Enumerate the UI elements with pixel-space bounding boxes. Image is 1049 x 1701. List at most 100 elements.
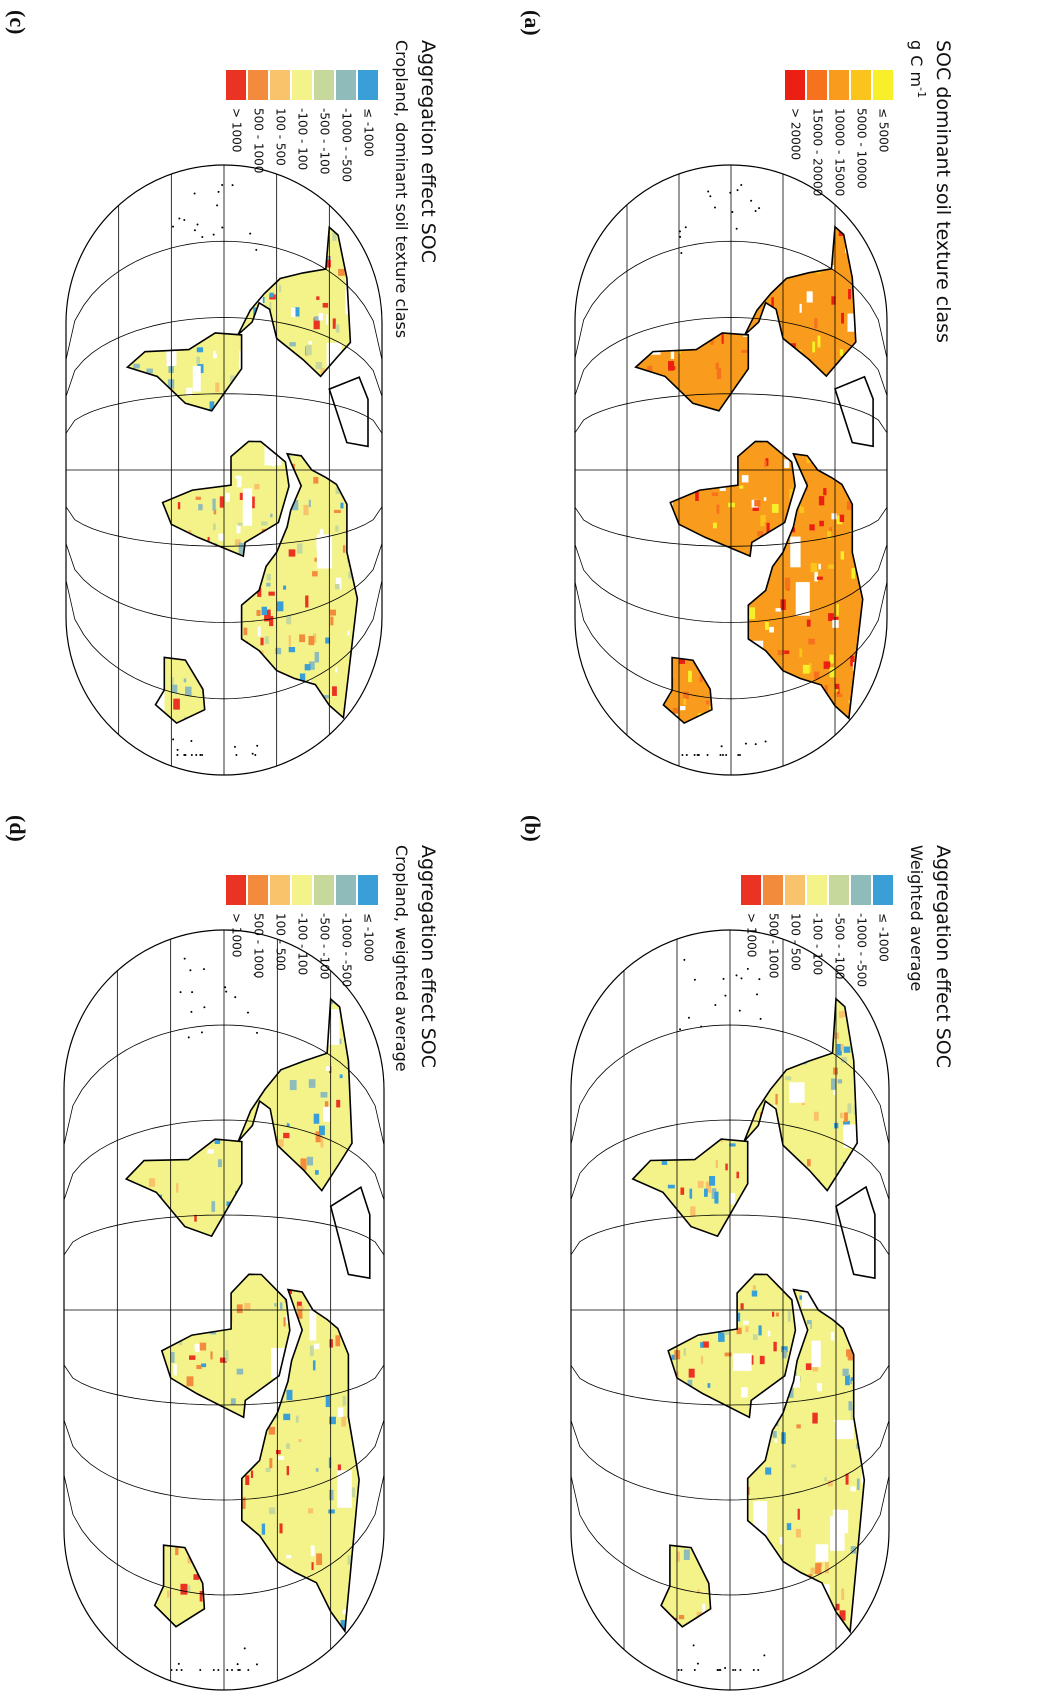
speckle [159,648,166,658]
speckle [842,665,847,677]
speckle [758,678,761,686]
speckle [805,1363,812,1371]
speckle [332,686,337,696]
speckle [252,349,257,356]
speckle [625,1339,629,1350]
speckle [234,1244,237,1255]
speckle [747,562,755,574]
speckle [256,1645,259,1648]
speckle [671,526,676,537]
speckle [759,738,763,746]
speckle [150,641,156,645]
panel-title: SOC dominant soil texture class [932,40,954,343]
speckle [196,1364,202,1370]
speckle [840,990,843,997]
white-patch [802,1278,822,1309]
speckle [121,596,126,603]
map-frame [574,164,888,776]
speckle [370,1126,375,1137]
coastline [125,332,243,412]
speckle [261,1008,266,1013]
speckle [112,290,118,299]
white-patch [789,1082,805,1103]
speckle [366,972,369,983]
speckle [269,302,272,310]
speckle [221,1686,223,1689]
speckle [69,1606,72,1618]
speckle [105,443,111,449]
speckle [826,413,833,424]
island [172,225,175,228]
speckle [754,255,761,265]
speckle [806,171,809,180]
speckle [127,658,129,663]
speckle [694,1397,702,1404]
speckle [179,1087,183,1098]
speckle [370,477,374,487]
speckle [746,271,754,278]
speckle [879,986,885,995]
speckle [107,176,110,187]
speckle [600,1102,605,1112]
island [172,738,175,741]
speckle [76,1343,80,1353]
speckle [66,450,70,461]
land-fill [127,332,242,411]
speckle [106,314,109,326]
speckle [595,1107,597,1117]
island [693,754,696,756]
speckle [741,587,746,591]
speckle [231,441,238,453]
speckle [155,1021,162,1032]
speckle [649,493,653,501]
speckle [760,708,766,719]
speckle [848,289,851,300]
speckle [809,663,812,673]
speckle [875,438,880,448]
speckle [601,1435,608,1443]
speckle [136,744,141,748]
speckle [613,746,617,750]
island [738,754,741,756]
speckle [213,410,216,417]
speckle [224,626,227,635]
speckle [124,632,126,644]
speckle [749,1558,756,1563]
speckle [202,774,206,781]
speckle [748,607,756,620]
speckle [645,545,652,558]
speckle [183,1645,188,1652]
speckle [367,738,373,744]
speckle [819,1629,824,1632]
speckle [283,1317,286,1327]
speckle [163,1303,170,1315]
speckle [672,707,679,714]
speckle [738,1048,746,1059]
speckle [351,1487,356,1498]
speckle [137,298,145,307]
speckle [265,1467,271,1473]
speckle [674,265,681,274]
speckle [378,1247,382,1253]
speckle [268,1426,276,1435]
speckle [766,522,770,534]
speckle [879,1116,882,1126]
speckle [342,545,346,553]
speckle [147,227,155,234]
speckle [300,1158,307,1171]
speckle [639,1026,646,1033]
speckle [210,437,215,446]
speckle [711,492,719,497]
speckle [874,286,878,290]
speckle [67,738,72,746]
speckle [584,666,589,671]
speckle [724,1352,732,1357]
speckle [617,1238,623,1244]
speckle [868,618,871,622]
speckle [252,461,257,467]
legend-label: 500 - 1000 [252,108,266,173]
speckle [246,1189,254,1199]
speckle [711,1020,717,1033]
speckle [716,504,720,514]
